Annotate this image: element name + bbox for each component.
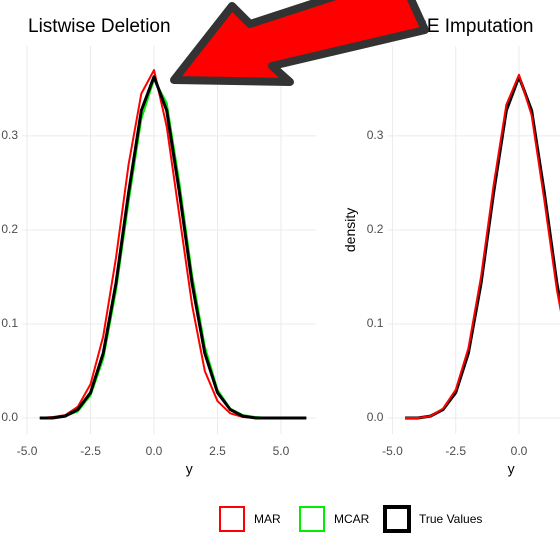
y-tick-label: 0.2: [1, 222, 18, 236]
x-tick-label: -5.0: [17, 444, 38, 458]
y-tick-label: 0.3: [1, 128, 18, 142]
x-tick-label: 0.0: [146, 444, 163, 458]
y-tick-label: 0.2: [367, 222, 384, 236]
x-tick-label: -2.5: [445, 444, 466, 458]
panel-title: Listwise Deletion: [28, 16, 171, 37]
legend-label: True Values: [419, 512, 482, 526]
y-tick-label: 0.0: [1, 410, 18, 424]
arrow-annotation: [170, 0, 429, 86]
y-tick-label: 0.1: [1, 316, 18, 330]
legend-key: [219, 506, 245, 532]
x-tick-label: 0.0: [511, 444, 528, 458]
y-tick-label: 0.0: [367, 410, 384, 424]
legend-label: MAR: [254, 512, 281, 526]
panel: [387, 46, 560, 434]
legend-label: MCAR: [334, 512, 370, 526]
y-tick-label: 0.3: [367, 128, 384, 142]
panel: [22, 46, 317, 434]
legend-key: [299, 506, 325, 532]
y-axis-title: density: [342, 208, 358, 252]
x-tick-label: -2.5: [80, 444, 101, 458]
density-line: [39, 75, 307, 420]
density-line: [405, 75, 560, 419]
x-axis-title: y: [186, 461, 193, 477]
density-line: [39, 78, 307, 419]
y-tick-label: 0.1: [367, 316, 384, 330]
density-line: [405, 75, 560, 420]
density-line: [39, 69, 307, 419]
x-tick-label: 2.5: [209, 444, 226, 458]
x-tick-label: -5.0: [382, 444, 403, 458]
density-line: [405, 73, 560, 419]
x-axis-title: y: [508, 461, 515, 477]
legend-key: [383, 505, 411, 533]
x-tick-label: 5.0: [273, 444, 290, 458]
